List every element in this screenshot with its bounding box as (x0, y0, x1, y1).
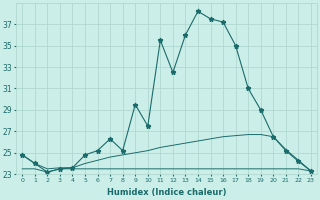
X-axis label: Humidex (Indice chaleur): Humidex (Indice chaleur) (107, 188, 226, 197)
